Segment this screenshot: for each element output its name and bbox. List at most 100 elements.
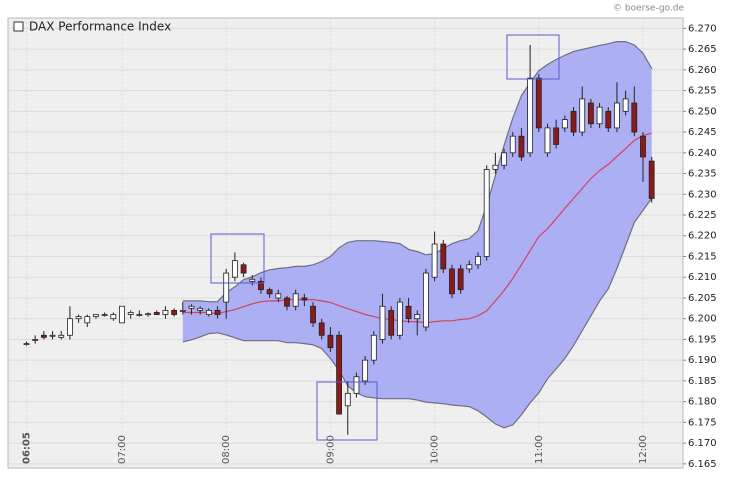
y-tick-label: 6.230 — [688, 189, 717, 200]
candle-body — [457, 268, 464, 291]
candle-body — [145, 313, 151, 316]
y-tick-label: 6.165 — [688, 459, 717, 470]
candle-body — [492, 164, 499, 170]
candle-body — [362, 359, 369, 382]
y-tick-label: 6.180 — [688, 397, 717, 408]
candle-body — [561, 119, 568, 129]
x-tick-label: 07:00 — [117, 435, 128, 464]
candle-body — [223, 272, 230, 303]
candle-body — [84, 316, 91, 324]
candle-body — [579, 98, 586, 133]
candle-body — [136, 314, 143, 316]
y-tick-label: 6.250 — [688, 106, 717, 117]
candle-body — [49, 334, 56, 337]
candle-body — [570, 110, 577, 133]
candle-body — [318, 322, 325, 336]
candle-body — [449, 268, 455, 295]
candle-body — [240, 264, 247, 274]
candle-body — [197, 307, 204, 311]
y-tick-label: 6.210 — [688, 272, 717, 283]
x-tick-label: 10:00 — [430, 435, 441, 464]
y-tick-label: 6.240 — [688, 148, 717, 159]
y-tick-label: 6.265 — [688, 44, 717, 55]
candle-body — [553, 127, 560, 145]
candle-body — [431, 243, 438, 278]
y-tick-label: 6.205 — [688, 293, 717, 304]
candle-body — [379, 305, 386, 340]
candle-body — [396, 301, 403, 336]
candle-body — [32, 339, 39, 341]
candle-body — [127, 312, 134, 315]
y-tick-label: 6.270 — [688, 23, 717, 34]
lower-band — [182, 198, 653, 429]
y-tick-label: 6.260 — [688, 65, 717, 76]
x-tick-label: 08:00 — [221, 435, 232, 464]
candle-body — [101, 314, 108, 316]
y-tick-label: 6.200 — [688, 314, 717, 325]
candle-body — [214, 309, 221, 315]
y-tick-label: 6.255 — [688, 86, 717, 97]
candle-body — [501, 152, 507, 166]
y-tick-label: 6.225 — [688, 210, 717, 221]
candle-body — [405, 305, 412, 320]
candle-body — [440, 243, 447, 270]
candle-body — [527, 77, 534, 154]
candle-body — [640, 135, 646, 158]
y-tick-label: 6.245 — [688, 127, 717, 138]
highlight-box — [210, 233, 265, 284]
chart-title: DAX Performance Index — [29, 20, 171, 34]
y-tick-label: 6.215 — [688, 251, 717, 262]
candle-body — [179, 309, 186, 312]
y-tick-label: 6.220 — [688, 231, 717, 242]
candle-body — [388, 309, 395, 336]
candles — [23, 44, 655, 435]
candle-body — [648, 160, 655, 199]
candle-body — [292, 293, 299, 307]
candle-body — [544, 127, 551, 154]
candle-body — [475, 256, 481, 266]
highlight-box — [316, 381, 378, 441]
candle-body — [596, 106, 603, 125]
candle-body — [58, 334, 65, 338]
candle-body — [336, 334, 342, 415]
highlight-box — [506, 34, 560, 80]
candle-body — [188, 305, 195, 309]
candle-body — [153, 312, 160, 315]
candle-body — [75, 316, 82, 320]
candle-body — [423, 272, 429, 328]
candle-body — [266, 289, 273, 295]
candle-body — [119, 305, 125, 324]
candle-body — [310, 305, 316, 324]
y-tick-label: 6.235 — [688, 169, 717, 180]
candle-body — [301, 297, 308, 301]
candle-body — [631, 102, 638, 133]
candle-body — [93, 314, 99, 318]
candle-body — [370, 334, 377, 361]
candle-body — [231, 260, 238, 278]
y-tick-label: 6.185 — [688, 376, 717, 387]
candle-body — [353, 376, 360, 394]
candle-body — [171, 309, 178, 315]
axes: 6.165 6.170 6.175 6.180 6.185 6.190 6.195 6.200… — [22, 23, 717, 469]
candle-body — [483, 168, 490, 257]
candle-body — [249, 278, 256, 282]
candle-body — [40, 334, 47, 338]
x-tick-label: 12:00 — [638, 435, 649, 464]
candle-body — [535, 77, 542, 129]
candle-body — [466, 264, 473, 270]
candle-body — [258, 280, 264, 291]
y-tick-label: 6.195 — [688, 334, 717, 345]
candle-body — [275, 293, 282, 299]
y-tick-label: 6.175 — [688, 417, 717, 428]
candle-body — [205, 309, 212, 315]
candle-body — [614, 102, 620, 129]
candle-body — [414, 314, 421, 320]
candle-body — [518, 135, 525, 158]
candle-body — [327, 334, 334, 349]
upper-band — [182, 41, 653, 303]
band-area — [182, 41, 652, 428]
source: © boerse-go.de — [613, 4, 684, 14]
candle-body — [284, 297, 290, 307]
candle-body — [605, 110, 612, 129]
